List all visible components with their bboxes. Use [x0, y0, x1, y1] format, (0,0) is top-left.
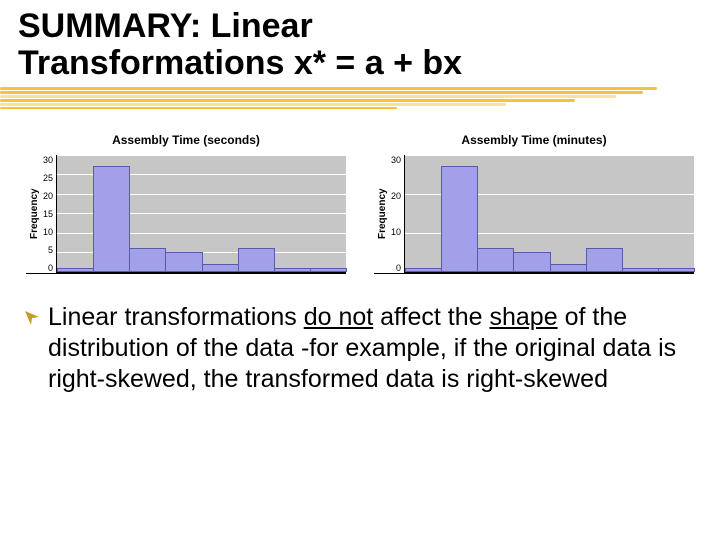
bar [165, 252, 202, 271]
charts-row: Assembly Time (seconds) Frequency 30 25 20… [0, 125, 720, 284]
chart-left-title: Assembly Time (seconds) [26, 133, 346, 147]
title-underline [0, 87, 702, 113]
chart-left: Assembly Time (seconds) Frequency 30 25 20… [26, 133, 346, 274]
ytick: 10 [391, 227, 401, 237]
bullet-icon [24, 310, 42, 326]
bar [550, 264, 587, 272]
chart-right-plot [404, 155, 694, 273]
bullet-line1-a: Linear transformations [48, 303, 304, 331]
body-text: Linear transformations do not affect the… [0, 284, 720, 396]
chart-left-ylabel: Frequency [26, 155, 43, 273]
chart-right-yaxis: 30 20 10 0 [391, 155, 404, 273]
bar [274, 268, 311, 272]
bar [441, 166, 478, 271]
ytick: 0 [396, 263, 401, 273]
chart-right-ylabel: Frequency [374, 155, 391, 273]
ytick: 30 [43, 155, 53, 165]
ytick: 5 [48, 245, 53, 255]
chart-right: Assembly Time (minutes) Frequency 30 20 10… [374, 133, 694, 274]
ytick: 30 [391, 155, 401, 165]
bar [586, 248, 623, 271]
bullet-line1-b: do not [304, 303, 374, 331]
ytick: 10 [43, 227, 53, 237]
bar [202, 264, 239, 272]
bar [658, 268, 695, 272]
bullet-line1-c: affect the [373, 303, 489, 331]
chart-left-yaxis: 30 25 20 15 10 5 0 [43, 155, 56, 273]
ytick: 25 [43, 173, 53, 183]
ytick: 15 [43, 209, 53, 219]
bar [405, 268, 442, 272]
bar [57, 268, 94, 272]
bar [310, 268, 347, 272]
ytick: 0 [48, 263, 53, 273]
bar [622, 268, 659, 272]
title-line-1: SUMMARY: Linear [18, 8, 702, 45]
bullet-line4: the transformed data is right-skewed [204, 365, 608, 393]
bar [477, 248, 514, 271]
ytick: 20 [391, 191, 401, 201]
chart-left-plot [56, 155, 346, 273]
bar [513, 252, 550, 271]
chart-right-title: Assembly Time (minutes) [374, 133, 694, 147]
title-line-2: Transformations x* = a + bx [18, 45, 702, 82]
bullet-line1-d: shape [490, 303, 558, 331]
bar [129, 248, 166, 271]
bar [93, 166, 130, 271]
ytick: 20 [43, 191, 53, 201]
bar [238, 248, 275, 271]
